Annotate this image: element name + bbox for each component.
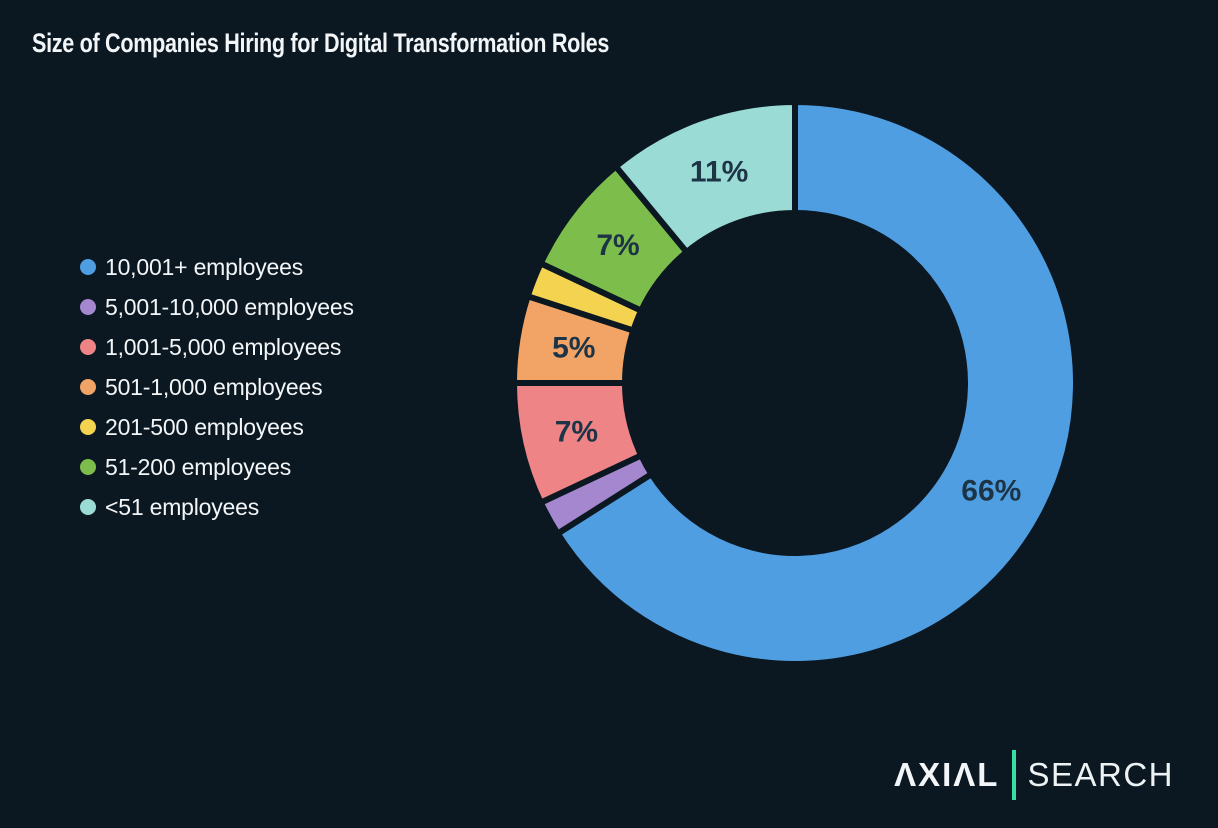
logo-divider-bar: [1012, 750, 1017, 800]
slice-percent-label: 7%: [555, 415, 598, 448]
legend-item-label: 1,001-5,000 employees: [105, 333, 342, 360]
slice-percent-label: 66%: [961, 474, 1021, 507]
slice-percent-label: 7%: [596, 229, 639, 262]
donut-slice: [553, 98, 1079, 667]
legend-item: 5,001-10,000 employees: [80, 287, 354, 327]
legend-item-label: 501-1,000 employees: [105, 373, 323, 400]
logo-wordmark-search: SEARCH: [1027, 756, 1174, 793]
legend-item-label: 5,001-10,000 employees: [105, 293, 354, 320]
legend-swatch-icon: [80, 499, 96, 515]
legend-item: 1,001-5,000 employees: [80, 327, 354, 367]
chart-title: Size of Companies Hiring for Digital Tra…: [32, 28, 610, 58]
legend-item-label: 51-200 employees: [105, 453, 292, 480]
slice-percent-label: 11%: [690, 156, 748, 189]
legend-swatch-icon: [80, 459, 96, 475]
legend-swatch-icon: [80, 259, 96, 275]
legend-swatch-icon: [80, 379, 96, 395]
legend-item: <51 employees: [80, 487, 354, 527]
donut-slice: [611, 98, 798, 257]
donut-chart: 66% 7% 5% 7% 11%: [510, 98, 1079, 667]
slice-percent-label: 5%: [552, 331, 595, 364]
legend-item: 10,001+ employees: [80, 247, 354, 287]
legend-swatch-icon: [80, 419, 96, 435]
legend-item-label: 10,001+ employees: [105, 253, 303, 280]
legend-item: 501-1,000 employees: [80, 367, 354, 407]
logo-wordmark-axial: ΛXIΛL: [894, 756, 1000, 793]
legend-item-label: 201-500 employees: [105, 413, 304, 440]
legend-swatch-icon: [80, 339, 96, 355]
legend-item-label: <51 employees: [105, 493, 260, 520]
chart-legend: 10,001+ employees 5,001-10,000 employees…: [80, 247, 354, 527]
legend-item: 51-200 employees: [80, 447, 354, 487]
legend-swatch-icon: [80, 299, 96, 315]
legend-item: 201-500 employees: [80, 407, 354, 447]
brand-logo: ΛXIΛL SEARCH: [894, 750, 1174, 800]
